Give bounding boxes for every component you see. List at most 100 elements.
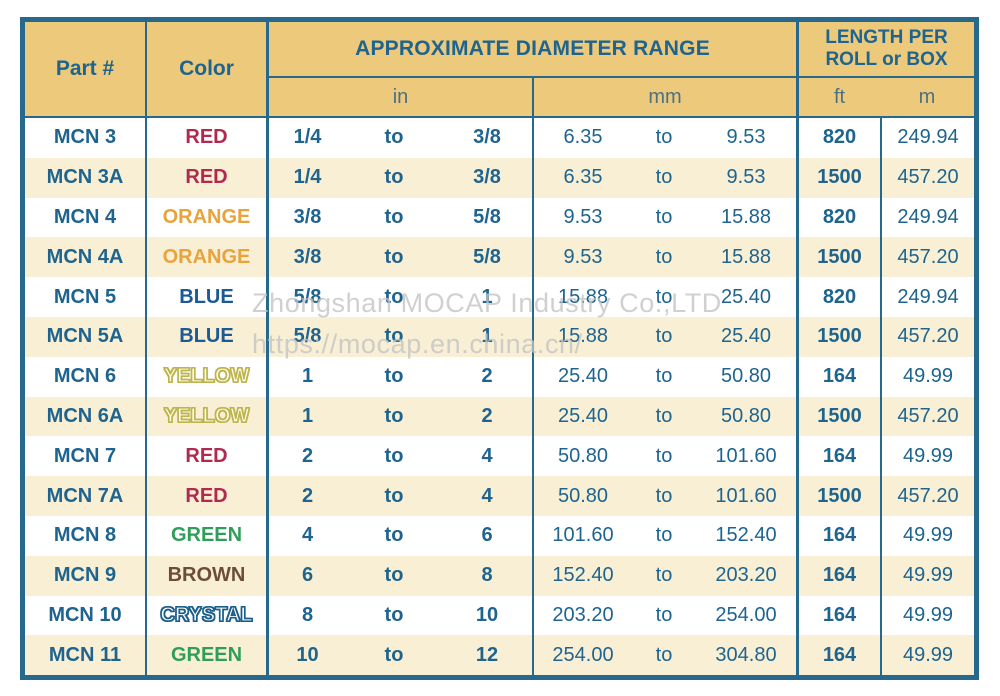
length-m-cell: 457.20 [880,316,974,357]
part-number-cell: MCN 8 [25,515,145,556]
diameter-mm-max-cell: 50.80 [696,396,796,437]
column-header-part: Part # [25,22,145,118]
length-ft-cell: 164 [796,515,880,556]
diameter-mm-min-cell: 50.80 [532,476,632,516]
diameter-mm-min-cell: 101.60 [532,515,632,556]
length-ft-cell: 164 [796,555,880,596]
part-number-cell: MCN 11 [25,635,145,676]
diameter-mm-min-cell: 9.53 [532,237,632,278]
to-label-in: to [346,396,442,437]
diameter-mm-min-cell: 15.88 [532,316,632,357]
color-name-cell: GREEN [145,515,266,556]
to-label-mm: to [632,157,696,198]
diameter-mm-max-cell: 101.60 [696,476,796,516]
diameter-in-min-cell: 5/8 [266,316,346,357]
diameter-mm-max-cell: 15.88 [696,197,796,238]
length-m-cell: 457.20 [880,476,974,516]
to-label-in: to [346,237,442,278]
diameter-in-max-cell: 8 [442,555,532,596]
part-number-cell: MCN 5A [25,316,145,357]
unit-header-millimeters: mm [532,78,796,118]
length-ft-cell: 164 [796,635,880,676]
diameter-mm-min-cell: 152.40 [532,555,632,596]
diameter-mm-min-cell: 254.00 [532,635,632,676]
diameter-in-max-cell: 4 [442,436,532,477]
length-m-cell: 49.99 [880,436,974,477]
color-name-cell: BLUE [145,277,266,317]
part-number-cell: MCN 6 [25,356,145,397]
column-header-length-per-roll: LENGTH PER ROLL or BOX [796,22,974,78]
to-label-in: to [346,356,442,397]
part-number-cell: MCN 6A [25,396,145,437]
length-m-cell: 249.94 [880,197,974,238]
length-m-cell: 49.99 [880,515,974,556]
unit-header-meters: m [880,78,974,118]
diameter-in-max-cell: 5/8 [442,237,532,278]
to-label-in: to [346,476,442,516]
part-number-cell: MCN 4 [25,197,145,238]
diameter-mm-min-cell: 15.88 [532,277,632,317]
diameter-mm-min-cell: 6.35 [532,118,632,158]
to-label-in: to [346,555,442,596]
to-label-in: to [346,118,442,158]
diameter-in-min-cell: 1 [266,356,346,397]
length-m-cell: 249.94 [880,277,974,317]
length-m-cell: 49.99 [880,635,974,676]
part-number-cell: MCN 7 [25,436,145,477]
part-number-cell: MCN 3 [25,118,145,158]
length-ft-cell: 820 [796,118,880,158]
color-name-cell: BROWN [145,555,266,596]
diameter-in-max-cell: 3/8 [442,118,532,158]
color-name-cell: GREEN [145,635,266,676]
to-label-mm: to [632,595,696,636]
length-m-cell: 457.20 [880,157,974,198]
diameter-in-max-cell: 2 [442,396,532,437]
diameter-in-max-cell: 12 [442,635,532,676]
column-header-color: Color [145,22,266,118]
length-m-cell: 457.20 [880,237,974,278]
diameter-mm-max-cell: 254.00 [696,595,796,636]
diameter-in-min-cell: 1/4 [266,157,346,198]
diameter-mm-max-cell: 25.40 [696,316,796,357]
to-label-mm: to [632,436,696,477]
color-name-cell: BLUE [145,316,266,357]
length-ft-cell: 1500 [796,396,880,437]
color-name-cell: RED [145,476,266,516]
diameter-mm-max-cell: 203.20 [696,555,796,596]
length-ft-cell: 1500 [796,316,880,357]
length-m-cell: 249.94 [880,118,974,158]
length-ft-cell: 820 [796,197,880,238]
diameter-in-min-cell: 10 [266,635,346,676]
diameter-mm-max-cell: 152.40 [696,515,796,556]
to-label-mm: to [632,515,696,556]
length-ft-cell: 164 [796,356,880,397]
diameter-mm-max-cell: 9.53 [696,157,796,198]
part-number-cell: MCN 7A [25,476,145,516]
to-label-in: to [346,635,442,676]
color-name-cell: RED [145,118,266,158]
to-label-in: to [346,197,442,238]
to-label-mm: to [632,396,696,437]
length-m-cell: 49.99 [880,356,974,397]
spec-table: Part # Color APPROXIMATE DIAMETER RANGE … [20,17,979,681]
to-label-in: to [346,157,442,198]
length-ft-cell: 164 [796,595,880,636]
diameter-in-max-cell: 10 [442,595,532,636]
to-label-mm: to [632,555,696,596]
diameter-mm-min-cell: 25.40 [532,356,632,397]
to-label-in: to [346,316,442,357]
color-name-cell: ORANGE [145,237,266,278]
diameter-in-min-cell: 3/8 [266,197,346,238]
diameter-in-max-cell: 3/8 [442,157,532,198]
to-label-in: to [346,515,442,556]
to-label-in: to [346,277,442,317]
diameter-in-max-cell: 1 [442,277,532,317]
diameter-mm-max-cell: 50.80 [696,356,796,397]
color-name-cell: YELLOW [145,396,266,437]
color-name-cell: YELLOW [145,356,266,397]
to-label-mm: to [632,635,696,676]
diameter-in-min-cell: 2 [266,476,346,516]
diameter-in-min-cell: 1 [266,396,346,437]
diameter-mm-min-cell: 9.53 [532,197,632,238]
to-label-mm: to [632,237,696,278]
